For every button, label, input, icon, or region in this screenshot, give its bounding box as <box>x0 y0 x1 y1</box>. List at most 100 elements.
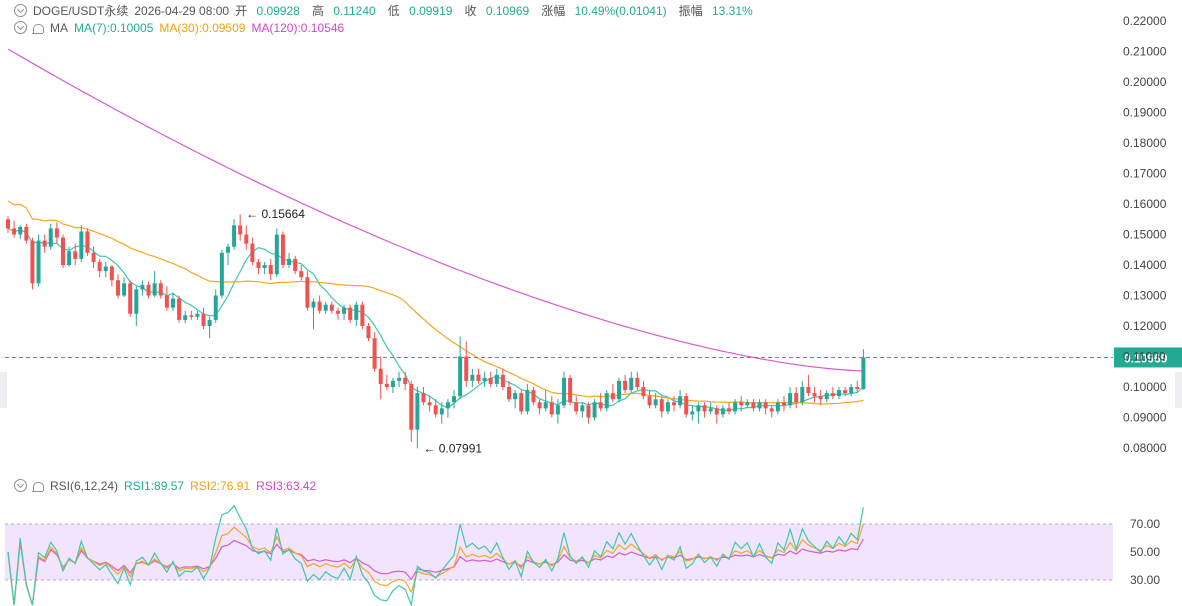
candle-body <box>519 393 524 412</box>
rsi1-legend: RSI1:89.57 <box>124 479 185 493</box>
ma30-line <box>7 200 864 405</box>
candle-body <box>665 402 670 412</box>
candle-body <box>287 258 292 265</box>
rsi-legend: RSI(6,12,24) RSI1:89.57 RSI2:76.91 RSI3:63.… <box>14 478 322 494</box>
last-price-tag <box>1114 347 1182 368</box>
candle-body <box>109 266 114 281</box>
candle-body <box>85 231 90 253</box>
candle-body <box>568 377 573 403</box>
y-tick-label: 0.08000 <box>1123 441 1167 455</box>
candle-body <box>843 390 848 394</box>
candle-body <box>164 295 169 308</box>
rsi1-line <box>7 504 864 606</box>
y-tick-label: 0.16000 <box>1123 197 1167 211</box>
candle-body <box>488 377 493 384</box>
candle-body <box>555 405 560 415</box>
candle-body <box>122 283 127 296</box>
candle-body <box>30 240 35 284</box>
candle-body <box>482 377 487 381</box>
candle-body <box>42 240 47 247</box>
candle-body <box>54 228 59 238</box>
candle-body <box>213 295 218 320</box>
candle-body <box>604 393 609 409</box>
y-tick-label: 0.19000 <box>1123 106 1167 120</box>
high-label: 高 0.11240 <box>311 4 376 18</box>
rsi-tick-label: 50.00 <box>1130 545 1160 559</box>
candle-body <box>861 357 866 390</box>
y-tick-label: 0.15000 <box>1123 228 1167 242</box>
candle-body <box>60 237 65 265</box>
candle-body <box>549 402 554 415</box>
candle-body <box>189 315 194 317</box>
candle-body <box>617 380 621 400</box>
candle-body <box>274 234 279 275</box>
rsi-label: RSI(6,12,24) <box>50 479 119 493</box>
candle-body <box>439 408 444 415</box>
candle-body <box>158 283 163 296</box>
candle-body <box>335 310 340 314</box>
candle-body <box>739 402 744 406</box>
candle-body <box>696 405 701 412</box>
candle-body <box>384 383 389 387</box>
candle-body <box>427 402 432 406</box>
ma-legend: MA MA(7):0.10005 MA(30):0.09509 MA(120):0.1… <box>14 20 350 36</box>
candle-body <box>629 377 634 391</box>
candle-body <box>726 408 731 412</box>
scroll-right-handle[interactable] <box>1175 372 1182 408</box>
collapse-icon[interactable] <box>14 21 27 34</box>
rsi-tick-label: 30.00 <box>1130 573 1160 587</box>
ma120-line <box>7 48 864 372</box>
candle-body <box>818 396 823 400</box>
candle-body <box>751 402 756 409</box>
close-value: 0.10969 <box>485 4 530 18</box>
candle-body <box>562 377 567 406</box>
last-price-label: 0.10969 <box>1124 351 1168 365</box>
open-label: 开 0.09928 <box>235 4 300 18</box>
y-tick-label: 0.12000 <box>1123 319 1167 333</box>
candle-body <box>507 387 512 400</box>
candle-body <box>714 408 719 415</box>
open-value: 0.09928 <box>256 4 300 18</box>
ma120-legend: MA(120):0.10546 <box>251 21 345 35</box>
candle-body <box>855 387 860 390</box>
candle-body <box>48 228 53 247</box>
candle-body <box>67 251 72 265</box>
collapse-icon[interactable] <box>14 479 27 492</box>
low-value: 0.09919 <box>409 4 453 18</box>
candle-body <box>476 374 481 381</box>
candle-body <box>152 283 157 296</box>
candle-body <box>574 402 579 412</box>
y-tick-label: 0.20000 <box>1123 75 1167 89</box>
bell-icon[interactable] <box>32 482 44 492</box>
candle-body <box>250 243 255 262</box>
candle-body <box>342 307 347 314</box>
bell-icon[interactable] <box>32 24 44 34</box>
candle-body <box>207 319 212 326</box>
candle-body <box>836 390 841 397</box>
candle-body <box>806 387 811 394</box>
candle-body <box>684 396 689 415</box>
candle-body <box>311 301 316 308</box>
symbol-label: DOGE/USDT永续 <box>33 4 129 18</box>
candle-body <box>415 393 420 430</box>
candle-body <box>671 402 676 406</box>
candle-body <box>305 277 310 308</box>
candle-body <box>18 226 23 235</box>
candle-body <box>812 393 817 397</box>
candle-body <box>824 393 829 400</box>
candle-body <box>97 261 102 272</box>
rsi3-legend: RSI3:63.42 <box>256 479 317 493</box>
candle-body <box>146 284 151 296</box>
collapse-icon[interactable] <box>14 4 27 17</box>
candle-body <box>623 380 628 391</box>
amplitude-value: 13.31% <box>712 4 753 18</box>
scroll-left-handle[interactable] <box>0 372 7 408</box>
candle-body <box>134 289 139 314</box>
candle-body <box>647 396 652 406</box>
candle-body <box>177 298 182 320</box>
y-tick-label: 0.13000 <box>1123 289 1167 303</box>
candle-body <box>238 225 243 235</box>
candle-body <box>720 408 725 415</box>
candle-body <box>317 301 322 311</box>
